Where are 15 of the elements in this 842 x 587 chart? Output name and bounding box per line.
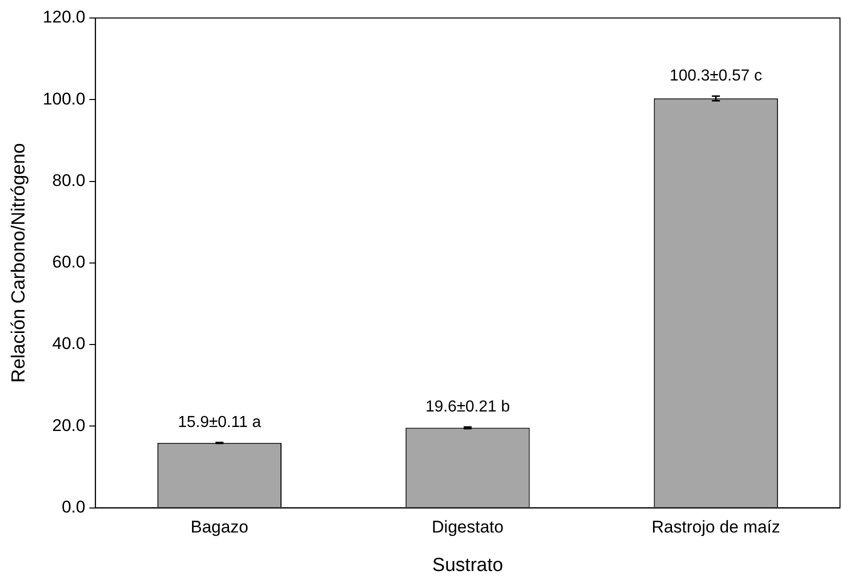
x-axis-title: Sustrato: [432, 554, 504, 576]
x-tick-label: Digestato: [432, 518, 504, 537]
data-label: 19.6±0.21 b: [425, 398, 510, 416]
y-tick-label: 60.0: [52, 252, 86, 272]
data-label: 100.3±0.57 c: [670, 67, 762, 84]
y-tick-label: 120.0: [42, 8, 86, 27]
y-axis-title: Relación Carbono/Nitrógeno: [8, 143, 30, 383]
y-tick-label: 100.0: [42, 89, 86, 108]
x-tick-label: Rastrojo de maíz: [652, 518, 780, 537]
x-tick-label: Bagazo: [190, 518, 248, 537]
y-tick-label: 0.0: [62, 497, 86, 516]
y-tick-label: 80.0: [52, 170, 86, 190]
y-tick-label: 20.0: [52, 416, 86, 435]
y-tick-label: 40.0: [52, 334, 86, 354]
data-label: 15.9±0.11 a: [178, 414, 262, 431]
